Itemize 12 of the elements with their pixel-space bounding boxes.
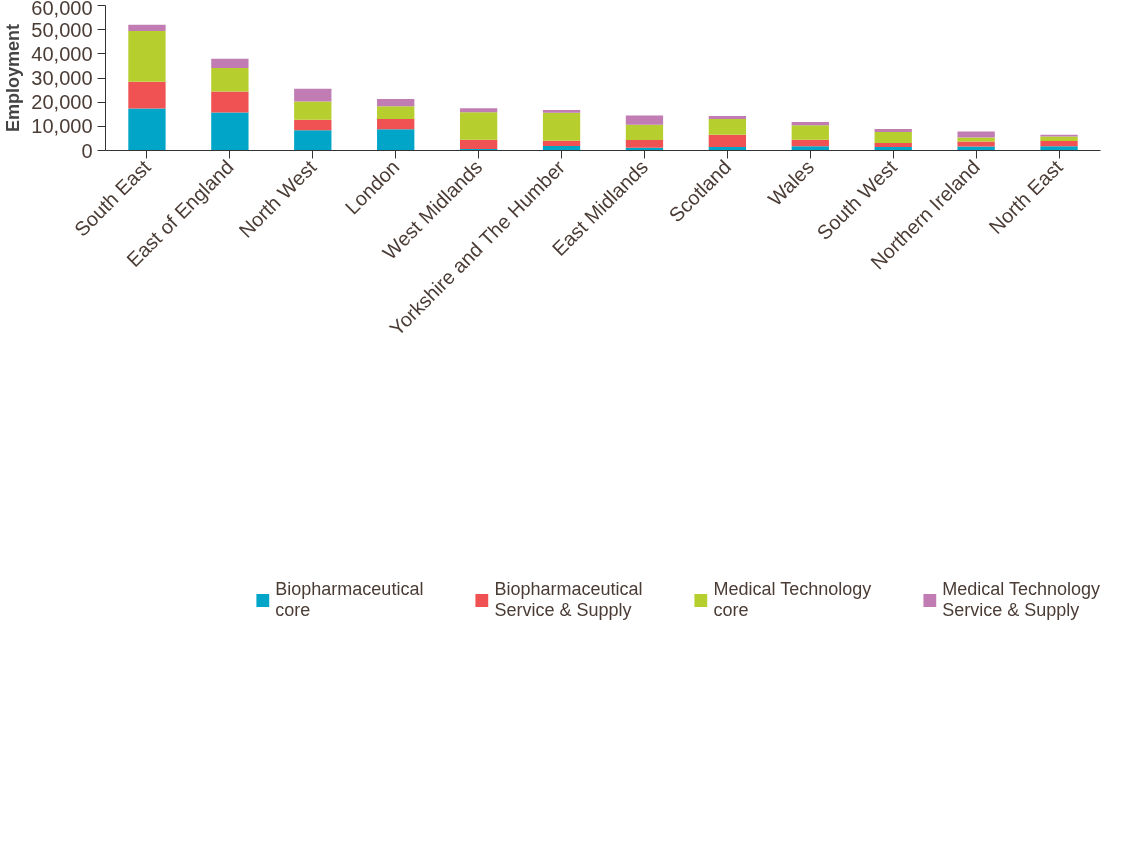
legend-label: Medical Technology core	[713, 579, 872, 621]
y-tick-label: 0	[81, 139, 93, 162]
legend-label: Biopharmaceutical core	[275, 579, 424, 621]
y-tick-label: 50,000	[31, 18, 93, 41]
y-tick-label: 60,000	[31, 0, 93, 19]
legend-label: Medical Technology Service & Supply	[942, 579, 1100, 621]
y-tick-label: 40,000	[31, 42, 93, 65]
legend-label: Biopharmaceutical Service & Supply	[494, 579, 643, 621]
y-axis-title: Employment	[3, 23, 24, 133]
y-tick-label: 20,000	[31, 91, 93, 114]
y-tick-label: 30,000	[31, 67, 93, 89]
y-tick-label: 10,000	[31, 115, 93, 138]
